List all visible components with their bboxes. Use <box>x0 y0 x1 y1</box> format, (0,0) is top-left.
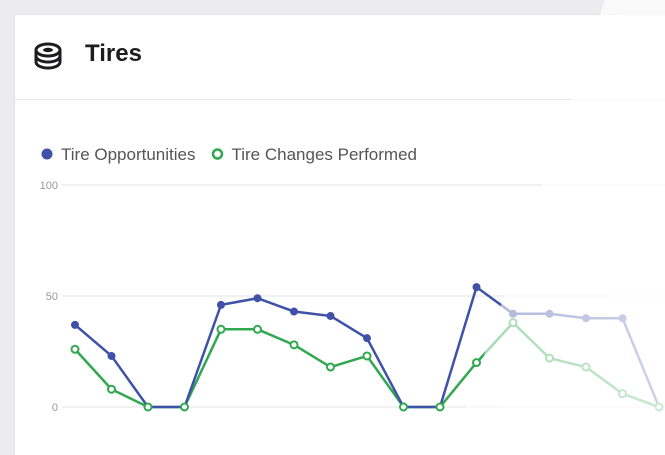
series-1-point-4 <box>216 324 226 334</box>
legend-marker-0 <box>41 148 53 160</box>
series-1-point-14 <box>581 362 591 372</box>
legend-label-1: Tire Changes Performed <box>231 145 417 164</box>
series-1-point-2 <box>143 402 153 412</box>
series-0-point-4 <box>217 300 225 309</box>
series-0-point-13 <box>545 309 554 318</box>
card-header: Tires <box>15 15 665 100</box>
series-0-point-15 <box>618 314 627 323</box>
series-1-point-10 <box>435 402 445 412</box>
series-0-point-5 <box>253 294 262 303</box>
series-line-0 <box>74 285 661 409</box>
legend-marker-1 <box>211 148 224 160</box>
series-1-point-3 <box>180 402 189 412</box>
tire-icon <box>34 42 62 70</box>
y-tick-label-0: 0 <box>52 402 58 414</box>
legend-label-0: Tire Opportunities <box>61 145 195 164</box>
series-0-point-14 <box>582 314 590 323</box>
series-1-point-0 <box>70 344 80 354</box>
series-1-point-1 <box>107 384 116 394</box>
series-1-point-12 <box>508 318 518 328</box>
series-1-point-7 <box>326 362 335 372</box>
series-0-point-6 <box>290 307 298 316</box>
series-1-point-6 <box>289 340 299 350</box>
series-1-point-11 <box>472 358 481 368</box>
y-tick-label-2: 100 <box>40 180 58 192</box>
series-0-point-11 <box>472 283 481 292</box>
series-0-point-7 <box>326 311 335 320</box>
y-tick-label-1: 50 <box>46 291 58 303</box>
series-1-point-15 <box>618 389 627 399</box>
series-1-point-9 <box>399 402 408 412</box>
series-1-point-16 <box>654 402 664 412</box>
series-1-point-13 <box>545 353 554 363</box>
series-0-point-8 <box>363 334 371 343</box>
series-1-point-8 <box>362 351 372 361</box>
series-0-point-12 <box>509 309 517 318</box>
series-1-point-5 <box>253 324 262 334</box>
series-0-point-0 <box>71 320 79 329</box>
card-title: Tires <box>85 40 142 67</box>
series-0-point-1 <box>107 351 116 360</box>
